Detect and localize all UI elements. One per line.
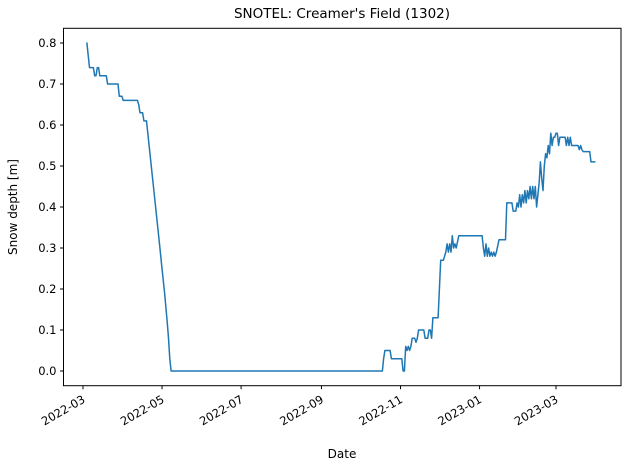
series-layer bbox=[86, 42, 596, 372]
x-axis-label: Date bbox=[328, 447, 357, 461]
x-tick-label: 2022-03 bbox=[39, 392, 88, 428]
y-tick-label: 0.2 bbox=[38, 282, 56, 296]
snow-depth-line bbox=[86, 42, 596, 372]
x-tick-label: 2022-05 bbox=[118, 392, 167, 428]
x-tick-label: 2023-03 bbox=[512, 392, 561, 428]
y-tick-label: 0.4 bbox=[38, 200, 56, 214]
y-tick-label: 0.7 bbox=[38, 77, 56, 91]
y-tick-label: 0.1 bbox=[38, 323, 56, 337]
x-tick-label: 2023-01 bbox=[435, 392, 484, 428]
y-tick-label: 0.3 bbox=[38, 241, 56, 255]
y-tick-label: 0.8 bbox=[38, 36, 56, 50]
x-tick-label: 2022-07 bbox=[197, 392, 246, 428]
axes-layer: 0.0 0.1 0.2 0.3 0.4 0.5 0.6 0.7 0.8 2022-03 2022-0… bbox=[38, 36, 560, 428]
y-tick-label: 0.5 bbox=[38, 159, 56, 173]
y-axis-label: Snow depth [m] bbox=[6, 159, 20, 255]
chart-title: SNOTEL: Creamer's Field (1302) bbox=[234, 6, 450, 22]
plot-border bbox=[63, 27, 622, 387]
x-tick-label: 2022-09 bbox=[277, 392, 326, 428]
x-tick-label: 2022-11 bbox=[356, 392, 405, 428]
y-tick-label: 0.0 bbox=[38, 364, 56, 378]
y-tick-label: 0.6 bbox=[38, 118, 56, 132]
